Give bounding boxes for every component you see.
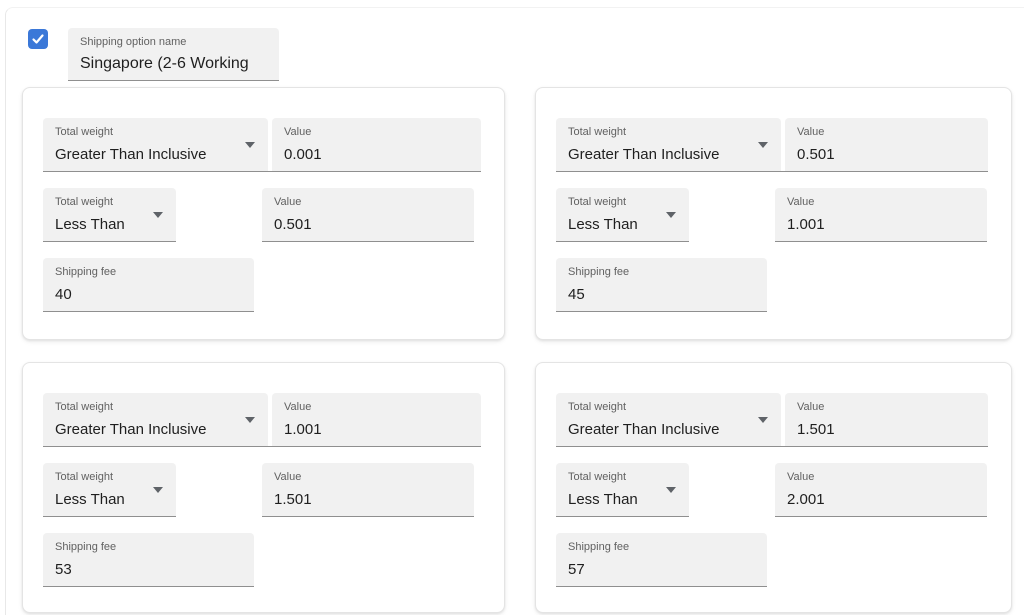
field-label: Total weight: [55, 126, 114, 138]
max-operator-select[interactable]: Total weight Less Than: [43, 188, 176, 242]
field-value: 0.001: [284, 146, 322, 163]
fee-row: Shipping fee 57: [556, 533, 767, 587]
field-label: Value: [797, 126, 825, 138]
field-value: Less Than: [568, 216, 638, 233]
min-operator-select[interactable]: Total weight Greater Than Inclusive: [43, 393, 268, 446]
field-value: 1.001: [284, 421, 322, 438]
field-value: 1.501: [797, 421, 835, 438]
min-weight-row: Total weight Greater Than Inclusive Valu…: [43, 393, 481, 447]
min-value-input[interactable]: Value 0.501: [785, 118, 988, 171]
field-label: Value: [284, 401, 312, 413]
field-label: Value: [274, 196, 302, 208]
max-value-input[interactable]: Value 1.501: [262, 463, 474, 517]
shipping-fee-input[interactable]: Shipping fee 45: [556, 258, 767, 312]
field-value: Greater Than Inclusive: [55, 421, 207, 438]
chevron-down-icon: [153, 211, 163, 218]
chevron-down-icon: [245, 141, 255, 148]
min-weight-row: Total weight Greater Than Inclusive Valu…: [556, 393, 988, 447]
field-label: Shipping option name: [80, 36, 187, 48]
field-value: Greater Than Inclusive: [568, 421, 720, 438]
max-operator-select[interactable]: Total weight Less Than: [556, 463, 689, 517]
field-value: 1.501: [274, 491, 312, 508]
field-value: 1.001: [787, 216, 825, 233]
fee-row: Shipping fee 45: [556, 258, 767, 312]
field-label: Value: [787, 471, 815, 483]
min-weight-row: Total weight Greater Than Inclusive Valu…: [43, 118, 481, 172]
field-label: Total weight: [55, 401, 114, 413]
field-value: 53: [55, 561, 72, 578]
field-value: Greater Than Inclusive: [568, 146, 720, 163]
field-label: Total weight: [568, 196, 627, 208]
field-value: Singapore (2-6 Working: [80, 55, 249, 72]
max-value-input[interactable]: Value 2.001: [775, 463, 987, 517]
weight-tier-card-4: Total weight Greater Than Inclusive Valu…: [535, 362, 1012, 613]
field-label: Value: [797, 401, 825, 413]
field-label: Shipping fee: [55, 266, 117, 278]
fee-row: Shipping fee 40: [43, 258, 254, 312]
shipping-option-checkbox[interactable]: [28, 29, 48, 49]
field-value: 2.001: [787, 491, 825, 508]
field-label: Shipping fee: [568, 266, 630, 278]
field-value: 57: [568, 561, 585, 578]
min-operator-select[interactable]: Total weight Greater Than Inclusive: [556, 118, 781, 171]
weight-tier-card-3: Total weight Greater Than Inclusive Valu…: [22, 362, 505, 613]
max-value-input[interactable]: Value 1.001: [775, 188, 987, 242]
min-operator-select[interactable]: Total weight Greater Than Inclusive: [43, 118, 268, 171]
min-operator-select[interactable]: Total weight Greater Than Inclusive: [556, 393, 781, 446]
field-value: 45: [568, 286, 585, 303]
weight-tier-card-2: Total weight Greater Than Inclusive Valu…: [535, 87, 1012, 340]
chevron-down-icon: [666, 211, 676, 218]
shipping-fee-input[interactable]: Shipping fee 53: [43, 533, 254, 587]
shipping-option-name-input[interactable]: Shipping option name Singapore (2-6 Work…: [68, 28, 279, 81]
field-value: Less Than: [55, 491, 125, 508]
field-value: 40: [55, 286, 72, 303]
field-label: Shipping fee: [55, 541, 117, 553]
max-weight-row: Total weight Less Than Value 1.001: [556, 188, 988, 242]
field-label: Value: [284, 126, 312, 138]
field-label: Total weight: [568, 401, 627, 413]
field-label: Total weight: [568, 471, 627, 483]
chevron-down-icon: [666, 486, 676, 493]
field-value: Greater Than Inclusive: [55, 146, 207, 163]
chevron-down-icon: [758, 416, 768, 423]
weight-tier-card-1: Total weight Greater Than Inclusive Valu…: [22, 87, 505, 340]
min-value-input[interactable]: Value 1.501: [785, 393, 988, 446]
chevron-down-icon: [153, 486, 163, 493]
field-value: Less Than: [55, 216, 125, 233]
field-value: Less Than: [568, 491, 638, 508]
chevron-down-icon: [758, 141, 768, 148]
max-weight-row: Total weight Less Than Value 2.001: [556, 463, 988, 517]
min-weight-row: Total weight Greater Than Inclusive Valu…: [556, 118, 988, 172]
field-label: Total weight: [568, 126, 627, 138]
shipping-fee-input[interactable]: Shipping fee 40: [43, 258, 254, 312]
field-label: Total weight: [55, 471, 114, 483]
field-label: Shipping fee: [568, 541, 630, 553]
max-operator-select[interactable]: Total weight Less Than: [556, 188, 689, 242]
check-icon: [31, 32, 45, 46]
min-value-input[interactable]: Value 0.001: [272, 118, 481, 171]
field-value: 0.501: [797, 146, 835, 163]
chevron-down-icon: [245, 416, 255, 423]
fee-row: Shipping fee 53: [43, 533, 254, 587]
field-label: Value: [274, 471, 302, 483]
min-value-input[interactable]: Value 1.001: [272, 393, 481, 446]
max-value-input[interactable]: Value 0.501: [262, 188, 474, 242]
max-operator-select[interactable]: Total weight Less Than: [43, 463, 176, 517]
field-label: Total weight: [55, 196, 114, 208]
max-weight-row: Total weight Less Than Value 1.501: [43, 463, 481, 517]
field-value: 0.501: [274, 216, 312, 233]
field-label: Value: [787, 196, 815, 208]
shipping-fee-input[interactable]: Shipping fee 57: [556, 533, 767, 587]
max-weight-row: Total weight Less Than Value 0.501: [43, 188, 481, 242]
